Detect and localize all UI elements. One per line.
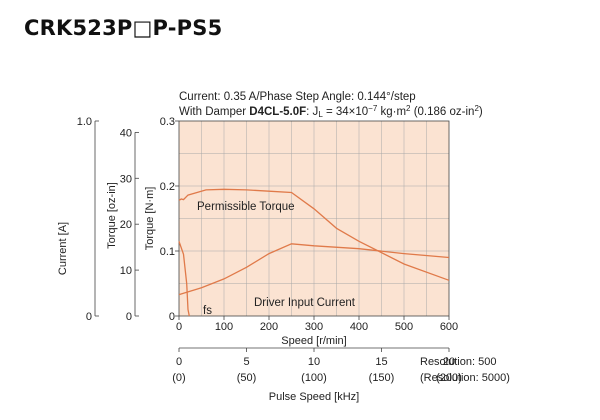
permissible-torque-label: Permissible Torque xyxy=(197,201,295,213)
driver-input-current-curve xyxy=(178,243,450,296)
torque-ozin-axis-label: Torque [oz-in] xyxy=(106,182,118,249)
inertia-alt: (0.186 oz-in xyxy=(411,106,475,118)
pulse-tick-label-5000: (50) xyxy=(237,372,257,384)
torque-nm-axis-label: Torque [N·m] xyxy=(144,187,156,251)
alt-superscript: 2 xyxy=(474,104,479,113)
torque-nm-tick-label: 0.2 xyxy=(160,181,175,193)
inertia-unit: kg·m xyxy=(377,106,406,118)
x-tick-label: 200 xyxy=(260,321,278,333)
pulse-tick-label-5000: (0) xyxy=(172,372,185,384)
unit-superscript: 2 xyxy=(406,104,411,113)
pulse-tick-label: 5 xyxy=(243,356,249,368)
resolution-500-label: Resolution: 500 xyxy=(420,356,496,368)
current-axis-label: Current [A] xyxy=(57,222,69,275)
conditions-suffix: : J xyxy=(306,106,318,118)
pulse-tick-label: 10 xyxy=(308,356,320,368)
inertia-subscript: L xyxy=(318,110,323,119)
x-tick-label: 600 xyxy=(440,321,458,333)
resolution-5000-label: (Resolution: 5000) xyxy=(420,372,510,384)
pulse-tick-label: 20 xyxy=(443,356,455,368)
conditions-line-1: Current: 0.35 A/Phase Step Angle: 0.144°… xyxy=(179,91,416,103)
product-title: CRK523P□P-PS5 xyxy=(24,16,223,40)
pulse-tick-label-5000: (150) xyxy=(369,372,395,384)
torque-nm-tick-label: 0.3 xyxy=(160,116,175,128)
conditions-prefix: With Damper xyxy=(179,106,249,118)
current-tick-label: 0 xyxy=(86,311,92,323)
inertia-exponent: −7 xyxy=(368,104,378,113)
torque-ozin-tick-label: 40 xyxy=(120,127,132,139)
grid-lines xyxy=(179,121,449,316)
fs-curve xyxy=(178,241,190,317)
damper-model: D4CL-5.0F xyxy=(249,106,306,118)
torque-ozin-tick-label: 20 xyxy=(120,219,132,231)
torque-ozin-tick-label: 30 xyxy=(120,173,132,185)
torque-ozin-tick-label: 10 xyxy=(120,265,132,277)
driver-input-current-label: Driver Input Current xyxy=(254,297,356,309)
pulse-tick-label: 15 xyxy=(375,356,387,368)
x-axis-label: Speed [r/min] xyxy=(281,335,346,347)
x-tick-label: 400 xyxy=(350,321,368,333)
x-tick-label: 500 xyxy=(395,321,413,333)
x-tick-label: 300 xyxy=(305,321,323,333)
torque-ozin-tick-label: 0 xyxy=(126,311,132,323)
permissible-torque-curve xyxy=(178,188,450,281)
fs-label: fs xyxy=(203,305,212,317)
pulse-tick-label-5000: (200) xyxy=(436,372,462,384)
conditions-close: ) xyxy=(479,106,483,118)
x-tick-label: 100 xyxy=(215,321,233,333)
inertia-value: = 34×10 xyxy=(323,106,368,118)
torque-nm-tick-label: 0 xyxy=(169,311,175,323)
pulse-axis-label: Pulse Speed [kHz] xyxy=(269,391,360,403)
pulse-tick-label: 0 xyxy=(176,356,182,368)
current-tick-label: 1.0 xyxy=(77,116,92,128)
x-tick-label: 0 xyxy=(176,321,182,333)
torque-nm-tick-label: 0.1 xyxy=(160,246,175,258)
pulse-tick-label-5000: (100) xyxy=(301,372,327,384)
conditions-line-2: With Damper D4CL-5.0F: JL = 34×10−7 kg·m… xyxy=(179,104,483,119)
